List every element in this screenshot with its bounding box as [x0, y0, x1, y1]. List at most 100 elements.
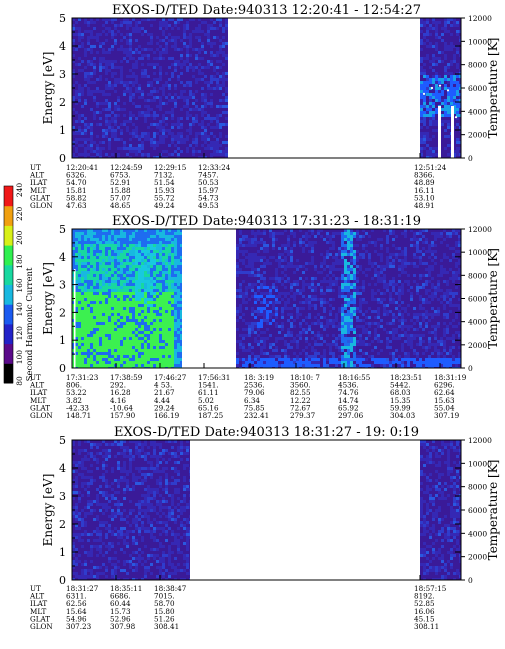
spectrogram-cell: [72, 322, 75, 325]
spectrogram-cell: [195, 156, 198, 158]
spectrogram-cell: [174, 295, 177, 298]
spectrogram-cell: [111, 295, 114, 298]
spectrogram-cell: [93, 147, 96, 150]
spectrogram-cell: [105, 247, 108, 250]
spectrogram-cell: [153, 244, 156, 247]
spectrogram-cell: [153, 352, 156, 355]
spectrogram-cell: [450, 78, 453, 81]
spectrogram-cell: [75, 274, 78, 277]
spectrogram-cell: [123, 156, 126, 158]
spectrogram-cell: [144, 235, 147, 238]
spectrogram-cell: [183, 144, 186, 147]
spectrogram-cell: [435, 102, 438, 105]
spectrogram-cell: [126, 262, 129, 265]
spectrogram-cell: [159, 349, 162, 352]
spectrogram-cell: [159, 235, 162, 238]
spectrogram-cell: [180, 27, 183, 30]
spectrogram-cell: [123, 313, 126, 316]
spectrogram-cell: [111, 328, 114, 331]
spectrogram-cell: [189, 45, 192, 48]
spectrogram-cell: [126, 99, 129, 102]
spectrogram-cell: [168, 295, 171, 298]
spectrogram-cell: [126, 96, 129, 99]
spectrogram-cell: [108, 147, 111, 150]
spectrogram-cell: [195, 78, 198, 81]
spectrogram-cell: [117, 24, 120, 27]
spectrogram-cell: [435, 24, 438, 27]
spectrogram-cell: [210, 99, 213, 102]
spectrogram-cell: [90, 313, 93, 316]
spectrogram-cell: [84, 54, 87, 57]
spectrogram-cell: [180, 156, 183, 158]
spectrogram-cell: [93, 72, 96, 75]
spectrogram-cell: [150, 21, 153, 24]
spectrogram-cell: [78, 364, 81, 367]
spectrogram-cell: [222, 75, 225, 78]
spectrogram-cell: [219, 39, 222, 42]
spectrogram-cell: [222, 69, 225, 72]
spectrogram-cell: [81, 72, 84, 75]
spectrogram-cell: [72, 120, 75, 123]
spectrogram-cell: [84, 27, 87, 30]
spectrogram-cell: [147, 96, 150, 99]
spectrogram-cell: [87, 45, 90, 48]
spectrogram-segment: [72, 229, 182, 368]
spectrogram-cell: [135, 331, 138, 334]
spectrogram-cell: [168, 265, 171, 268]
spectrogram-cell: [171, 265, 174, 268]
spectrogram-cell: [450, 45, 453, 48]
spectrogram-cell: [114, 39, 117, 42]
spectrogram-cell: [141, 352, 144, 355]
spectrogram-cell: [87, 235, 90, 238]
spectrogram-cell: [126, 232, 129, 235]
spectrogram-cell: [129, 66, 132, 69]
spectrogram-cell: [126, 123, 129, 126]
spectrogram-cell: [138, 114, 141, 117]
spectrogram-cell: [192, 99, 195, 102]
spectrogram-cell: [78, 247, 81, 250]
spectrogram-cell: [453, 33, 456, 36]
ephemeris-cell: 12:51:24: [414, 163, 447, 172]
spectrogram-cell: [90, 51, 93, 54]
spectrogram-cell: [150, 358, 153, 361]
spectrogram-cell: [114, 343, 117, 346]
spectrogram-cell: [450, 93, 453, 96]
spectrogram-cell: [441, 138, 444, 141]
spectrogram-cell: [78, 153, 81, 156]
spectrogram-cell: [141, 48, 144, 51]
spectrogram-cell: [426, 141, 429, 144]
spectrogram-cell: [129, 33, 132, 36]
spectrogram-cell: [75, 238, 78, 241]
spectrogram-cell: [219, 99, 222, 102]
spectrogram-cell: [90, 156, 93, 158]
spectrogram-cell: [147, 30, 150, 33]
spectrogram-cell: [180, 105, 183, 108]
spectrogram-cell: [108, 93, 111, 96]
spectrogram-cell: [168, 262, 171, 265]
spectrogram-cell: [201, 36, 204, 39]
spectrogram-cell: [84, 256, 87, 259]
spectrogram-cell: [102, 132, 105, 135]
spectrogram-cell: [150, 256, 153, 259]
spectrogram-cell: [236, 277, 239, 280]
spectrogram-cell: [441, 147, 444, 150]
spectrogram-cell: [99, 81, 102, 84]
spectrogram-cell: [171, 355, 174, 358]
spectrogram-cell: [135, 295, 138, 298]
spectrogram-cell: [435, 54, 438, 57]
spectrogram-cell: [447, 141, 450, 144]
spectrogram-cell: [153, 346, 156, 349]
spectrogram-cell: [207, 117, 210, 120]
spectrogram-cell: [111, 117, 114, 120]
spectrogram-cell: [447, 93, 450, 96]
spectrogram-cell: [213, 36, 216, 39]
spectrogram-cell: [159, 117, 162, 120]
spectrogram-cell: [162, 358, 165, 361]
spectrogram-cell: [189, 84, 192, 87]
spectrogram-cell: [444, 78, 447, 81]
spectrogram-cell: [177, 262, 180, 265]
spectrogram-cell: [171, 301, 174, 304]
spectrogram-cell: [102, 90, 105, 93]
spectrogram-cell: [90, 355, 93, 358]
ephemeris-cell: 55.72: [154, 193, 175, 202]
